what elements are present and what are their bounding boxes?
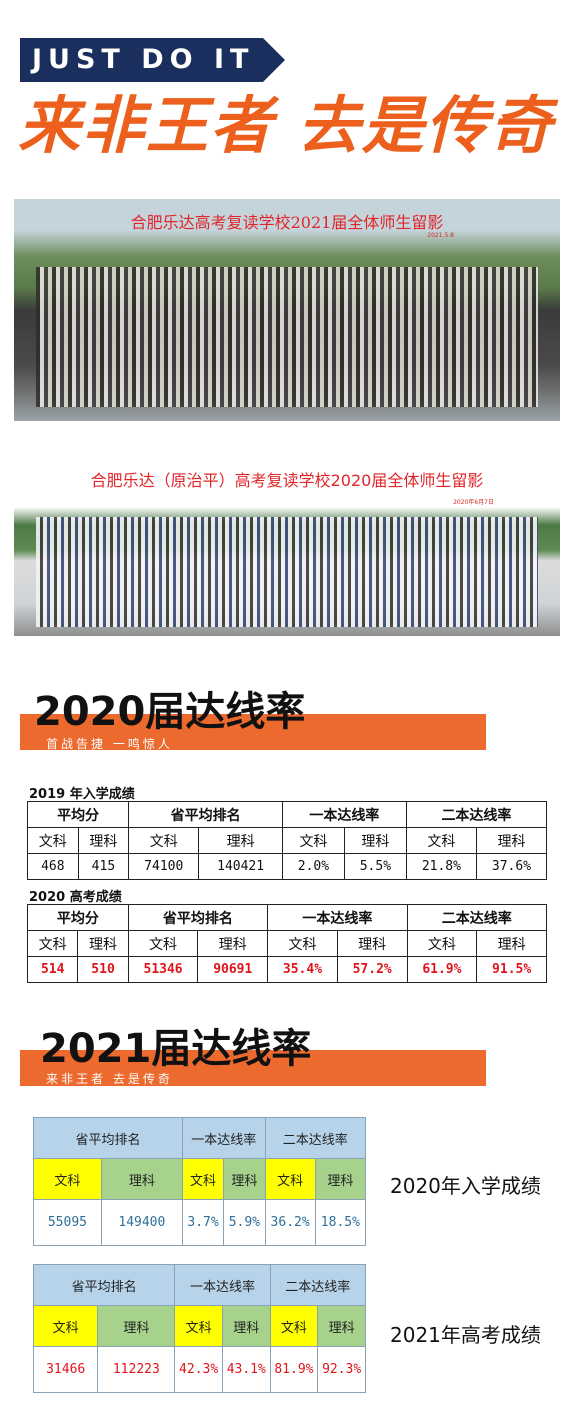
group-photo-2021: 合肥乐达高考复读学校2021届全体师生留影 2021.5.8 bbox=[14, 199, 560, 421]
banner-arrow-icon bbox=[263, 38, 285, 82]
table-cell: 36.2% bbox=[264, 1199, 316, 1246]
table-cell: 37.6% bbox=[475, 853, 548, 880]
table-cell: 5.9% bbox=[223, 1199, 266, 1246]
table-cell: 57.2% bbox=[336, 956, 408, 983]
sub-header: 文科 bbox=[128, 827, 200, 854]
score-table-2021-gaokao: 省平均排名 一本达线率 二本达线率 文科 理科 文科 理科 文科 理科 3146… bbox=[32, 1264, 367, 1393]
table-cell: 92.3% bbox=[317, 1346, 366, 1393]
table-label: 2020 高考成绩 bbox=[29, 890, 122, 905]
group-header: 二本达线率 bbox=[269, 1264, 367, 1306]
photo-caption: 合肥乐达（原治平）高考复读学校2020届全体师生留影 bbox=[90, 471, 484, 490]
group-header: 二本达线率 bbox=[406, 904, 548, 931]
sub-header: 理科 bbox=[100, 1158, 183, 1200]
group-header: 平均分 bbox=[26, 801, 130, 828]
sub-header: 理科 bbox=[314, 1158, 367, 1200]
score-table-2019: 平均分 省平均排名 一本达线率 二本达线率 文科 理科 文科 理科 文科 理科 … bbox=[26, 801, 548, 880]
group-header: 省平均排名 bbox=[33, 1117, 183, 1159]
table-cell: 468 bbox=[27, 853, 79, 880]
section-subtitle-2020: 首战告捷 一鸣惊人 bbox=[46, 737, 173, 751]
table-cell: 5.5% bbox=[343, 853, 407, 880]
sub-header: 文科 bbox=[174, 1305, 223, 1347]
table-cell: 61.9% bbox=[406, 956, 478, 983]
table-cell: 31466 bbox=[32, 1346, 99, 1393]
table-cell: 112223 bbox=[97, 1346, 176, 1393]
sub-header: 文科 bbox=[264, 1158, 316, 1200]
table-cell: 514 bbox=[26, 956, 79, 983]
table-cell: 43.1% bbox=[221, 1346, 271, 1393]
section-title-2020: 2020届达线率 bbox=[34, 689, 306, 735]
sub-header: 理科 bbox=[77, 827, 130, 854]
section-subtitle-2021: 来非王者 去是传奇 bbox=[46, 1072, 173, 1086]
group-header: 一本达线率 bbox=[281, 801, 407, 828]
table-cell: 149400 bbox=[100, 1199, 183, 1246]
section-title-2021: 2021届达线率 bbox=[40, 1026, 312, 1072]
table-cell: 74100 bbox=[128, 853, 200, 880]
sub-header: 理科 bbox=[77, 930, 129, 957]
sub-header: 理科 bbox=[475, 827, 548, 854]
sub-header: 文科 bbox=[406, 930, 478, 957]
group-header: 省平均排名 bbox=[127, 904, 269, 931]
sub-header: 文科 bbox=[281, 827, 345, 854]
table-cell: 35.4% bbox=[267, 956, 338, 983]
sub-header: 理科 bbox=[97, 1305, 176, 1347]
photo-date: 2020年6月7日 bbox=[453, 499, 494, 506]
crowd-image bbox=[36, 517, 538, 627]
group-header: 二本达线率 bbox=[405, 801, 548, 828]
crowd-image bbox=[36, 267, 538, 407]
score-table-2021-entry: 省平均排名 一本达线率 二本达线率 文科 理科 文科 理科 文科 理科 5509… bbox=[33, 1117, 367, 1246]
group-header: 一本达线率 bbox=[181, 1117, 266, 1159]
table-cell: 55095 bbox=[33, 1199, 102, 1246]
sub-header: 文科 bbox=[26, 930, 79, 957]
table-label: 2020年入学成绩 bbox=[390, 1174, 541, 1198]
tagline: JUST DO IT bbox=[32, 44, 255, 75]
sub-header: 文科 bbox=[181, 1158, 225, 1200]
table-cell: 510 bbox=[77, 956, 129, 983]
sub-header: 理科 bbox=[223, 1158, 266, 1200]
slogan-heading: 来非王者 去是传奇 bbox=[18, 89, 554, 162]
sub-header: 文科 bbox=[127, 930, 199, 957]
sub-header: 理科 bbox=[343, 827, 407, 854]
sub-header: 文科 bbox=[33, 1158, 102, 1200]
sub-header: 文科 bbox=[267, 930, 338, 957]
table-cell: 140421 bbox=[198, 853, 283, 880]
group-photo-2020: 合肥乐达（原治平）高考复读学校2020届全体师生留影 2020年6月7日 bbox=[14, 457, 560, 636]
group-header: 一本达线率 bbox=[267, 904, 408, 931]
sub-header: 文科 bbox=[269, 1305, 319, 1347]
sub-header: 理科 bbox=[221, 1305, 271, 1347]
photo-caption: 合肥乐达高考复读学校2021届全体师生留影 bbox=[130, 213, 444, 232]
table-cell: 415 bbox=[77, 853, 130, 880]
table-cell: 2.0% bbox=[281, 853, 345, 880]
sub-header: 理科 bbox=[317, 1305, 366, 1347]
group-header: 省平均排名 bbox=[128, 801, 283, 828]
sub-header: 理科 bbox=[336, 930, 408, 957]
group-header: 省平均排名 bbox=[32, 1264, 176, 1306]
photo-date: 2021.5.8 bbox=[427, 232, 454, 239]
group-header: 二本达线率 bbox=[264, 1117, 367, 1159]
table-cell: 91.5% bbox=[476, 956, 547, 983]
sub-header: 文科 bbox=[32, 1305, 99, 1347]
sub-header: 理科 bbox=[197, 930, 269, 957]
section-title-bar bbox=[20, 714, 486, 750]
sub-header: 文科 bbox=[27, 827, 79, 854]
section-title-bar bbox=[20, 1050, 486, 1086]
table-cell: 21.8% bbox=[405, 853, 477, 880]
just-do-it-banner: JUST DO IT bbox=[20, 38, 263, 82]
sub-header: 文科 bbox=[405, 827, 477, 854]
group-header: 平均分 bbox=[27, 904, 129, 931]
table-cell: 18.5% bbox=[314, 1199, 367, 1246]
sub-header: 理科 bbox=[476, 930, 547, 957]
score-table-2020: 平均分 省平均排名 一本达线率 二本达线率 文科 理科 文科 理科 文科 理科 … bbox=[26, 904, 548, 983]
table-label: 2019 年入学成绩 bbox=[29, 787, 135, 802]
sub-header: 理科 bbox=[198, 827, 283, 854]
table-cell: 3.7% bbox=[181, 1199, 225, 1246]
table-cell: 51346 bbox=[127, 956, 199, 983]
table-label: 2021年高考成绩 bbox=[390, 1323, 541, 1347]
table-cell: 90691 bbox=[197, 956, 269, 983]
table-cell: 81.9% bbox=[269, 1346, 319, 1393]
group-header: 一本达线率 bbox=[174, 1264, 271, 1306]
table-cell: 42.3% bbox=[174, 1346, 223, 1393]
